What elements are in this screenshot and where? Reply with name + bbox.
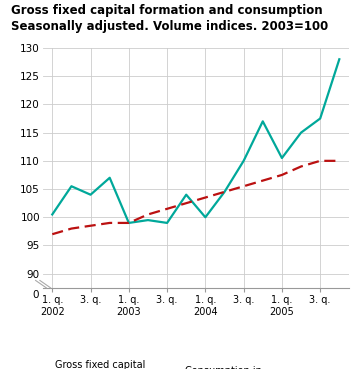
Text: Seasonally adjusted. Volume indices. 2003=100: Seasonally adjusted. Volume indices. 200… (11, 20, 328, 33)
Text: 0: 0 (33, 290, 39, 300)
Text: Gross fixed capital formation and consumption: Gross fixed capital formation and consum… (11, 4, 322, 17)
Legend: Gross fixed capital
formation,
Mainland-Norway, Consumption in
households: Gross fixed capital formation, Mainland-… (23, 360, 262, 369)
